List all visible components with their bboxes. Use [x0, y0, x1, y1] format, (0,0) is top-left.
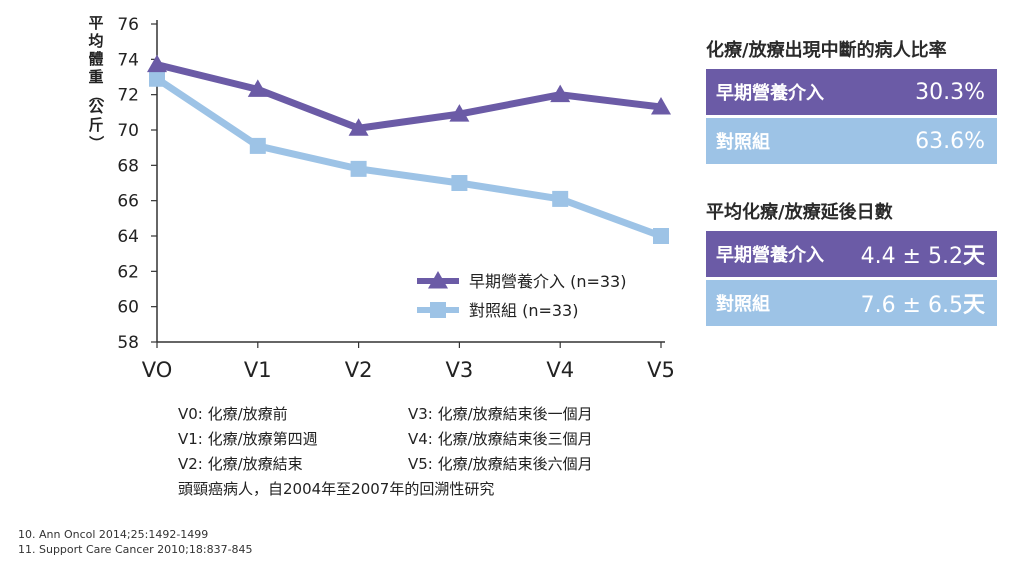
- data-point: [247, 79, 268, 97]
- y-tick-label: 74: [117, 50, 139, 70]
- legend-label: 對照組 (n=33): [469, 301, 578, 320]
- y-axis-label-char: 重: [88, 68, 103, 86]
- reference-item: 11. Support Care Cancer 2010;18:837-845: [18, 543, 253, 556]
- delay-days-title: 平均化療/放療延後日數: [706, 202, 893, 223]
- interruption-row-control: 對照組 63.6%: [706, 118, 997, 164]
- row-value: 63.6%: [915, 128, 985, 154]
- y-tick-label: 62: [117, 262, 139, 282]
- y-tick-label: 68: [117, 156, 139, 176]
- legend-marker: [430, 302, 446, 318]
- data-point: [653, 228, 669, 244]
- delay-row-early: 早期營養介入 4.4 ± 5.2天: [706, 231, 997, 277]
- y-axis-label-char: 體: [88, 50, 103, 68]
- legend-item: 對照組 (n=33): [417, 301, 578, 320]
- data-point: [149, 70, 165, 87]
- y-axis-label-char: 平: [88, 14, 103, 32]
- data-point: [147, 54, 167, 73]
- row-value: 7.6 ± 6.5天: [861, 287, 985, 319]
- x-tick-label: VO: [142, 358, 173, 382]
- references: 10. Ann Oncol 2014;25:1492-1499 11. Supp…: [18, 527, 253, 557]
- delay-days-panel: 平均化療/放療延後日數 早期營養介入 4.4 ± 5.2天 對照組 7.6 ± …: [706, 198, 997, 326]
- chart-axes: [156, 20, 665, 343]
- data-point: [651, 97, 671, 115]
- x-tick-label: V4: [546, 358, 574, 382]
- series-control: [149, 70, 669, 244]
- row-label: 早期營養介入: [716, 245, 824, 266]
- row-label: 對照組: [716, 294, 770, 315]
- series-line: [156, 61, 662, 132]
- value-unit: 天: [962, 293, 985, 318]
- y-axis-label-char: 斤: [88, 116, 103, 134]
- y-tick-label: 76: [117, 15, 139, 35]
- data-point: [451, 175, 468, 191]
- x-tick-label: V2: [345, 358, 373, 382]
- data-point: [449, 104, 470, 122]
- series-line: [155, 75, 663, 240]
- visit-notes: V0: 化療/放療前 V3: 化療/放療結束後一個月 V1: 化療/放療第四週 …: [178, 404, 698, 500]
- y-axis-label-char: 均: [88, 32, 103, 50]
- visit-note: V4: 化療/放療結束後三個月: [408, 430, 593, 448]
- y-tick-label: 72: [117, 86, 139, 106]
- weight-line-chart: 58 60 62 64 66 68 70 72 74 76 VO V1 V2 V3 V4 V5 早期營養介入…: [87, 14, 675, 382]
- visit-note: V0: 化療/放療前: [178, 405, 288, 423]
- y-axis-label-char: ）: [87, 135, 105, 150]
- series-layer: [147, 54, 671, 244]
- visit-note: V3: 化療/放療結束後一個月: [408, 405, 593, 423]
- x-tick-label: V5: [647, 358, 675, 382]
- y-tick-label: 70: [117, 121, 139, 141]
- y-tick-label: 66: [117, 192, 139, 212]
- visit-note: V2: 化療/放療結束: [178, 455, 303, 473]
- value-number: 7.6 ± 6.5: [860, 293, 963, 318]
- interruption-rate-title: 化療/放療出現中斷的病人比率: [706, 40, 947, 61]
- study-description: 頭頸癌病人，自2004年至2007年的回溯性研究: [178, 480, 495, 498]
- legend-label: 早期營養介入 (n=33): [469, 272, 626, 291]
- series-early-intervention: [147, 54, 671, 136]
- delay-row-control: 對照組 7.6 ± 6.5天: [706, 280, 997, 326]
- chart-legend: 早期營養介入 (n=33) 對照組 (n=33): [417, 271, 626, 320]
- data-point: [249, 137, 266, 154]
- y-tick-label: 64: [117, 227, 139, 247]
- x-tick-label: V3: [446, 358, 474, 382]
- visit-note: V1: 化療/放療第四週: [178, 430, 318, 448]
- data-point: [550, 84, 571, 103]
- y-tick-label: 58: [117, 333, 139, 353]
- row-label: 早期營養介入: [716, 83, 824, 104]
- row-value: 4.4 ± 5.2天: [861, 238, 985, 270]
- legend-item: 早期營養介入 (n=33): [417, 271, 626, 291]
- value-number: 4.4 ± 5.2: [860, 244, 963, 269]
- y-tick-label: 60: [117, 298, 139, 318]
- visit-legend-grid: V0: 化療/放療前 V3: 化療/放療結束後一個月 V1: 化療/放療第四週 …: [178, 404, 698, 475]
- data-point: [348, 118, 369, 136]
- row-value: 30.3%: [915, 79, 985, 105]
- data-point: [350, 160, 367, 177]
- interruption-row-early: 早期營養介入 30.3%: [706, 69, 997, 115]
- legend-marker: [428, 271, 448, 289]
- data-point: [552, 190, 569, 207]
- reference-item: 10. Ann Oncol 2014;25:1492-1499: [18, 528, 209, 541]
- y-axis-label-char: 公: [88, 98, 103, 116]
- value-unit: 天: [962, 244, 985, 269]
- y-axis-label-char: （: [87, 87, 105, 102]
- visit-note: V5: 化療/放療結束後六個月: [408, 455, 593, 473]
- x-tick-label: V1: [244, 358, 272, 382]
- x-axis-ticks: VO V1 V2 V3 V4 V5: [142, 342, 675, 382]
- interruption-rate-panel: 化療/放療出現中斷的病人比率 早期營養介入 30.3% 對照組 63.6%: [706, 36, 997, 164]
- row-label: 對照組: [716, 132, 770, 153]
- y-axis-ticks: 58 60 62 64 66 68 70 72 74 76: [117, 15, 157, 353]
